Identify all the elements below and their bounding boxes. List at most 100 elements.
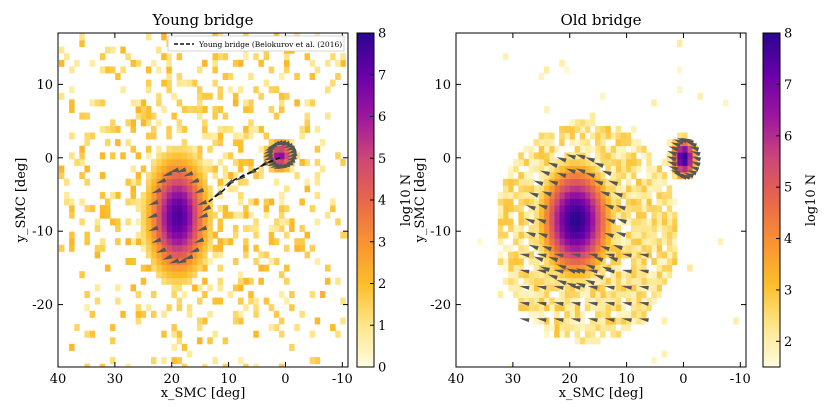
density-cell (651, 231, 657, 239)
velocity-arrow (670, 142, 681, 148)
young-arrows (147, 140, 298, 264)
density-cell (600, 258, 606, 265)
density-cell (125, 178, 131, 186)
density-cell (110, 218, 116, 226)
density-cell (99, 99, 106, 107)
density-cell (186, 165, 193, 173)
density-cell (151, 59, 157, 67)
density-cell (176, 152, 183, 160)
density-cell (682, 152, 688, 160)
density-cell (656, 277, 662, 285)
density-cell (79, 33, 85, 41)
density-cell (513, 238, 519, 246)
density-cell (58, 59, 65, 67)
density-cell (181, 79, 188, 87)
x-tick-label: 20 (561, 372, 578, 387)
density-cell (222, 205, 229, 213)
density-cell (605, 198, 611, 206)
density-cell (202, 205, 208, 213)
density-cell (528, 304, 534, 312)
density-cell (284, 185, 290, 193)
velocity-arrow (541, 191, 552, 197)
velocity-arrow-head (519, 285, 530, 290)
density-cell (217, 191, 223, 199)
density-cell (145, 264, 152, 272)
density-cell (156, 92, 162, 100)
density-cell (222, 363, 229, 367)
density-cell (253, 198, 259, 206)
density-cell (641, 198, 647, 206)
density-cell (284, 66, 290, 74)
velocity-arrow (599, 245, 610, 252)
density-cell (513, 258, 519, 265)
x-tick-label: 0 (281, 372, 289, 387)
density-cell (600, 330, 606, 338)
density-cell (217, 238, 223, 246)
density-cell (574, 271, 581, 279)
density-cell (171, 92, 177, 100)
density-cell (656, 225, 662, 232)
velocity-arrow-head (638, 301, 649, 306)
density-cell (543, 198, 550, 206)
density-cell (166, 251, 172, 259)
density-cell (161, 218, 167, 226)
density-cell (186, 244, 193, 252)
density-cell (278, 73, 285, 80)
velocity-arrow-head (593, 180, 604, 186)
density-cell (299, 158, 305, 166)
density-cell (569, 251, 575, 259)
density-cell (564, 317, 570, 325)
density-cell (140, 218, 147, 226)
density-cell (656, 205, 662, 213)
density-cell (671, 244, 678, 252)
density-cell (538, 271, 545, 279)
density-cell (595, 291, 601, 298)
velocity-arrow-head (599, 245, 610, 252)
density-cell (248, 132, 254, 140)
density-cell (682, 158, 688, 166)
density-cell (69, 86, 75, 94)
density-cell (181, 139, 188, 147)
density-cell (145, 119, 152, 127)
density-cell (641, 211, 647, 219)
density-cell (523, 304, 529, 312)
velocity-arrow (156, 247, 167, 253)
density-cell (564, 172, 570, 180)
density-cell (513, 291, 519, 298)
density-cell (651, 218, 657, 226)
density-cell (268, 86, 275, 94)
velocity-arrow-head (599, 191, 610, 197)
density-cell (559, 125, 565, 133)
density-cell (263, 205, 270, 213)
density-cell (130, 185, 136, 193)
density-cell (610, 324, 616, 332)
density-cell (600, 251, 606, 259)
density-cell (497, 218, 504, 226)
density-cell (314, 172, 321, 180)
density-cell (584, 304, 591, 312)
density-cell (502, 191, 509, 199)
density-cell (197, 231, 203, 239)
density-cell (518, 304, 524, 312)
density-cell (243, 158, 249, 166)
density-cell (641, 231, 647, 239)
density-cell (646, 205, 652, 213)
density-cell (574, 277, 581, 285)
density-cell (564, 191, 570, 199)
velocity-arrow-head (536, 285, 547, 290)
velocity-arrow (668, 165, 679, 172)
density-cell (151, 165, 157, 173)
density-cell (523, 172, 529, 180)
velocity-arrow-head (519, 318, 530, 323)
density-cell (589, 317, 596, 325)
density-cell (584, 211, 591, 219)
density-cell (156, 145, 162, 153)
density-cell (620, 211, 627, 219)
density-cell (94, 218, 101, 226)
density-cell (115, 297, 121, 305)
density-cell (135, 304, 142, 312)
density-cell (502, 264, 509, 272)
density-cell (135, 59, 142, 67)
density-cell (135, 238, 142, 246)
